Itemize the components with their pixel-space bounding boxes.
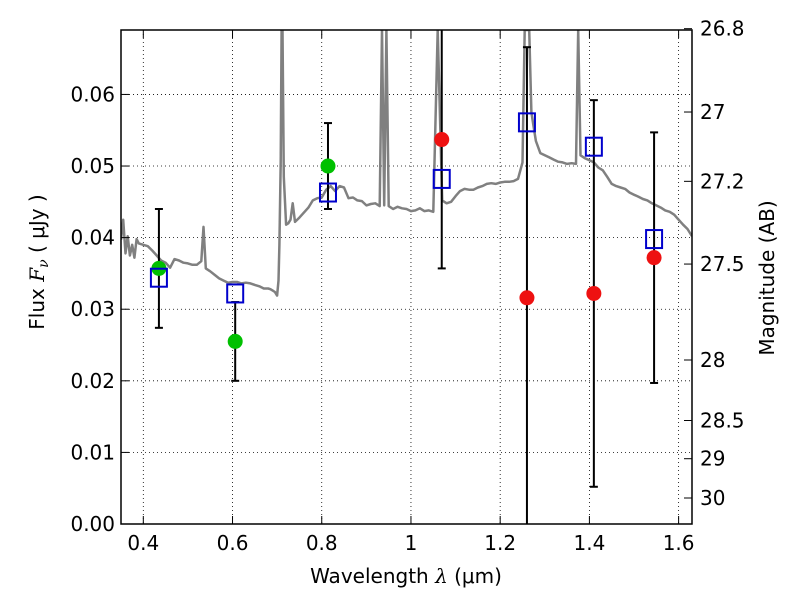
y2-tick-label: 28.5 <box>700 409 745 433</box>
y2-tick-label: 27.5 <box>700 252 745 276</box>
model-square-point <box>432 168 451 189</box>
model-square-point <box>517 112 536 133</box>
green-point <box>227 333 243 349</box>
y-axis-label-unit: ( μJy ) <box>25 194 49 259</box>
x-tick-label: 0.4 <box>127 531 159 555</box>
y2-tick-label: 26.8 <box>700 17 745 41</box>
model-square-point <box>226 283 245 304</box>
model-square-point <box>584 136 603 157</box>
x-tick-label: 0.8 <box>306 531 338 555</box>
y2-axis-label: Magnitude (AB) <box>755 200 779 355</box>
x-axis-label-unit: (μm) <box>448 564 502 588</box>
x-axis-label-main: Wavelength <box>310 564 435 588</box>
y-axis-label-main: Flux <box>25 282 49 330</box>
y-axis-label: Flux Fν ( μJy ) <box>25 194 52 329</box>
y-tick-label: 0.02 <box>70 369 115 393</box>
sed-model-layer <box>121 30 692 297</box>
x-tick-label: 1.2 <box>484 531 516 555</box>
red-point <box>519 290 535 306</box>
x-tick-label: 1 <box>405 531 418 555</box>
y2-tick-label: 30 <box>700 486 725 510</box>
y-tick-label: 0.03 <box>70 297 115 321</box>
y-axis-label-subscript: ν <box>36 259 52 268</box>
x-axis-label-symbol: λ <box>434 564 448 588</box>
axis-ticks: 0.4 0.6 0.8 1 1.2 1.4 1.6 0.00 0.01 0.02 0.03 0.04 0… <box>70 17 744 555</box>
y-tick-label: 0.01 <box>70 440 115 464</box>
error-bars <box>154 30 659 524</box>
x-axis-label: Wavelength λ (μm) <box>310 564 502 588</box>
y2-tick-label: 29 <box>700 447 725 471</box>
y-tick-label: 0.04 <box>70 226 115 250</box>
y-tick-label: 0.06 <box>70 82 115 106</box>
y-tick-label: 0.00 <box>70 512 115 536</box>
red-point <box>586 285 602 301</box>
model-square-point <box>318 182 337 203</box>
green-point <box>320 158 336 174</box>
red-point <box>646 250 662 266</box>
x-tick-label: 1.6 <box>663 531 695 555</box>
plot-frame <box>120 29 693 525</box>
y-axis-label-symbol: F <box>25 267 49 283</box>
red-point <box>434 132 450 148</box>
y2-tick-label: 28 <box>700 348 725 372</box>
x-tick-label: 1.4 <box>573 531 605 555</box>
model-square-point <box>645 229 664 250</box>
data-points <box>149 112 664 349</box>
grid-lines <box>121 30 692 525</box>
model-square-point <box>149 267 168 288</box>
sed-model-line <box>121 30 692 297</box>
y-tick-label: 0.05 <box>70 154 115 178</box>
x-tick-label: 0.6 <box>217 531 249 555</box>
y2-tick-label: 27 <box>700 100 725 124</box>
y2-tick-label: 27.2 <box>700 169 745 193</box>
